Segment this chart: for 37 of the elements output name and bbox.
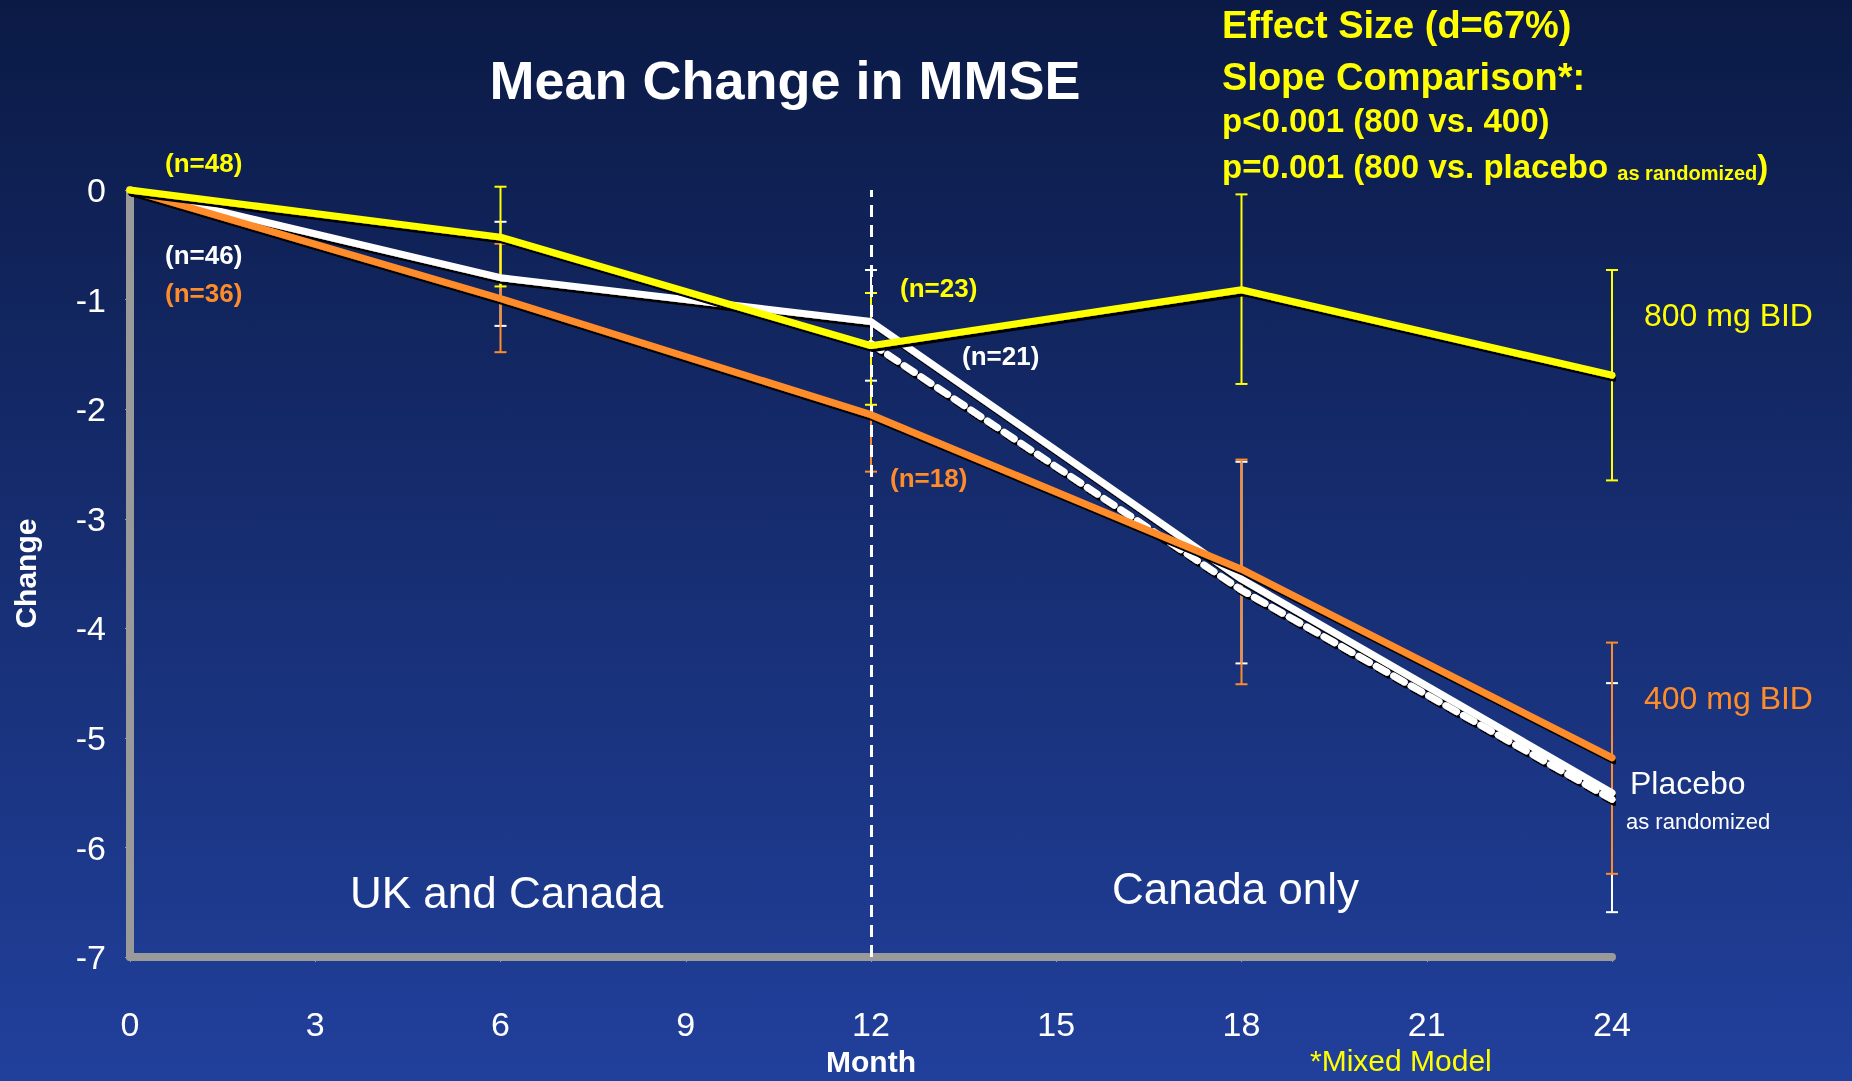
series-label: 800 mg BID xyxy=(1644,297,1813,334)
text: p<0.001 (800 vs. 400) xyxy=(1222,102,1550,139)
annotation: (n=18) xyxy=(890,463,968,493)
x-tick-label: 3 xyxy=(305,1005,325,1044)
y-tick-label: -4 xyxy=(75,609,106,648)
y-tick-label: -1 xyxy=(75,280,106,319)
x-tick-label: 6 xyxy=(491,1005,510,1044)
y-axis-title: Change xyxy=(8,518,42,629)
series-label: as randomized xyxy=(1626,808,1771,834)
annotation: (n=36) xyxy=(165,278,243,308)
text: Slope Comparison*: xyxy=(1222,56,1586,98)
x-axis-title: Month xyxy=(826,1044,916,1078)
text: (n=48) xyxy=(165,148,243,178)
y-tick-label: -5 xyxy=(75,718,106,757)
annotation: (n=21) xyxy=(962,341,1040,371)
x-tick-label: 0 xyxy=(120,1005,140,1044)
y-tick-label: -2 xyxy=(75,390,106,429)
x-tick-label: 21 xyxy=(1407,1005,1446,1044)
series-label: 400 mg BID xyxy=(1644,679,1813,716)
annotation: Canada only xyxy=(1112,863,1360,913)
y-tick-label: -3 xyxy=(75,499,106,538)
text: p=0.001 (800 vs. placebo as randomized) xyxy=(1222,148,1769,185)
x-tick-label: 12 xyxy=(852,1005,890,1044)
series-label: Placebo xyxy=(1630,764,1746,801)
x-tick-label: 15 xyxy=(1037,1005,1076,1044)
y-tick-label: 0 xyxy=(87,171,106,209)
x-tick-label: 24 xyxy=(1593,1005,1631,1044)
chart-title: Mean Change in MMSE xyxy=(489,50,1081,110)
annotation: UK and Canada xyxy=(350,867,664,917)
x-tick-label: 18 xyxy=(1222,1005,1261,1044)
x-tick-label: 9 xyxy=(676,1005,696,1044)
text: *Mixed Model xyxy=(1310,1043,1492,1077)
annotation: (n=23) xyxy=(900,273,978,303)
y-tick-label: -7 xyxy=(75,938,106,977)
annotation: (n=46) xyxy=(165,240,243,270)
y-tick-label: -6 xyxy=(75,828,106,867)
text: Effect Size (d=67%) xyxy=(1222,4,1572,46)
